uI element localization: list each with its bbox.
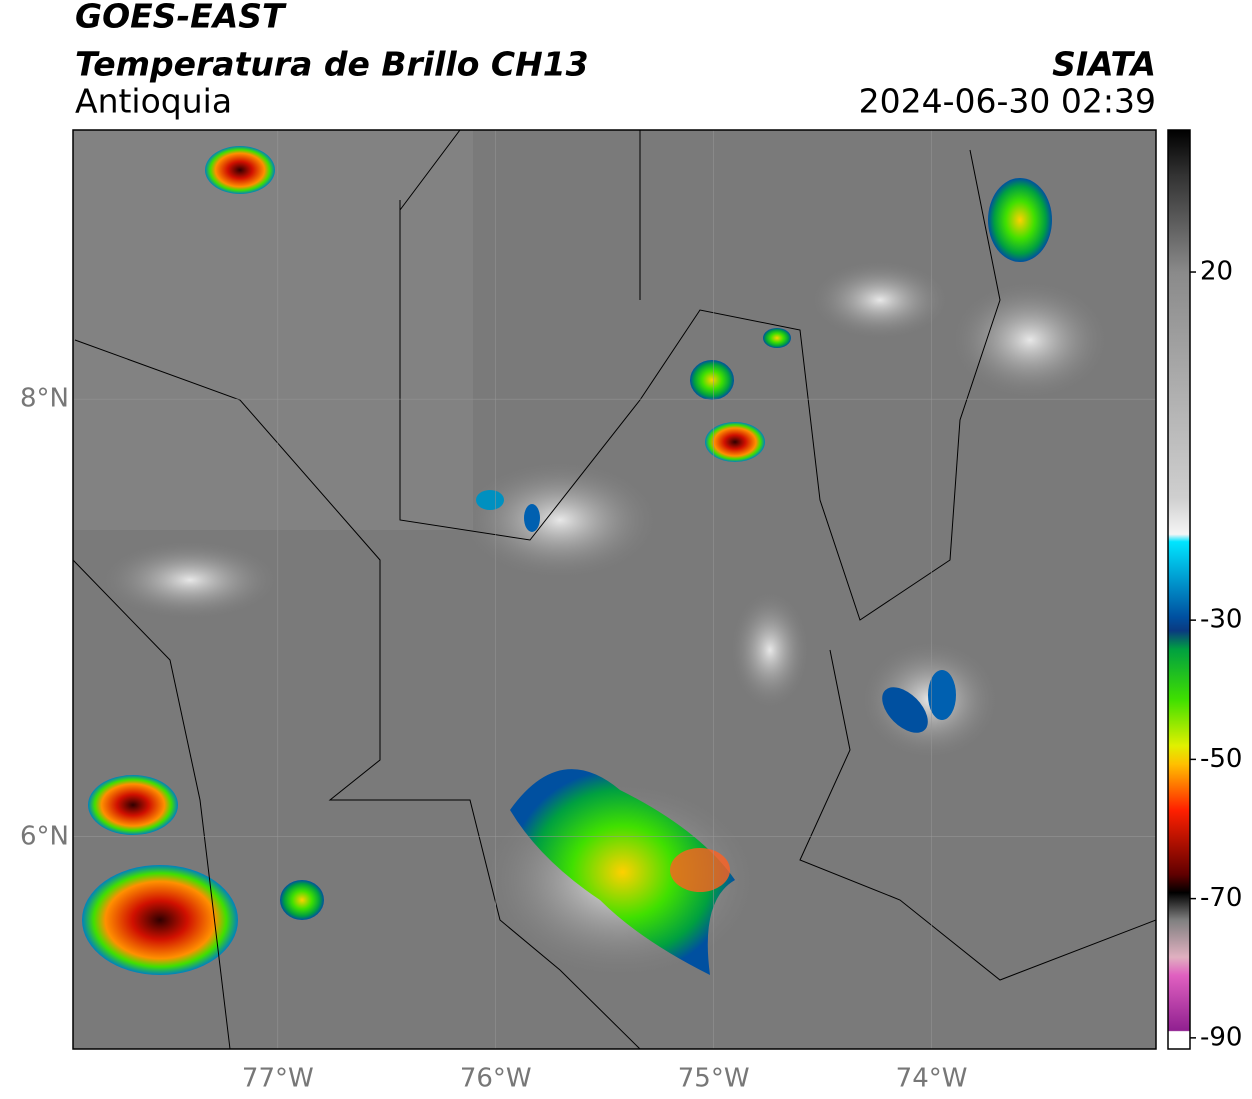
region: Antioquia bbox=[75, 82, 232, 121]
y-tick-label: 8°N bbox=[20, 384, 69, 414]
colorbar bbox=[1167, 129, 1191, 1050]
map-frame bbox=[72, 129, 1157, 1050]
x-tick-label: 75°W bbox=[678, 1064, 750, 1094]
colorbar-tick-label: -50 bbox=[1200, 744, 1242, 774]
colorbar-tick-label: -90 bbox=[1200, 1022, 1242, 1052]
x-tick-label: 74°W bbox=[896, 1064, 968, 1094]
x-tick-label: 76°W bbox=[460, 1064, 532, 1094]
colorbar-tick-label: 20 bbox=[1200, 257, 1233, 287]
source: SIATA bbox=[1052, 45, 1156, 84]
x-tick-label: 77°W bbox=[242, 1064, 314, 1094]
satellite-image bbox=[73, 130, 1156, 1049]
y-tick-label: 6°N bbox=[20, 821, 69, 851]
datetime: 2024-06-30 02:39 bbox=[859, 82, 1156, 121]
colorbar-tick-label: -30 bbox=[1200, 605, 1242, 635]
subtitle: Temperatura de Brillo CH13 bbox=[75, 45, 589, 84]
title: GOES-EAST bbox=[75, 0, 287, 36]
colorbar-tick-label: -70 bbox=[1200, 883, 1242, 913]
